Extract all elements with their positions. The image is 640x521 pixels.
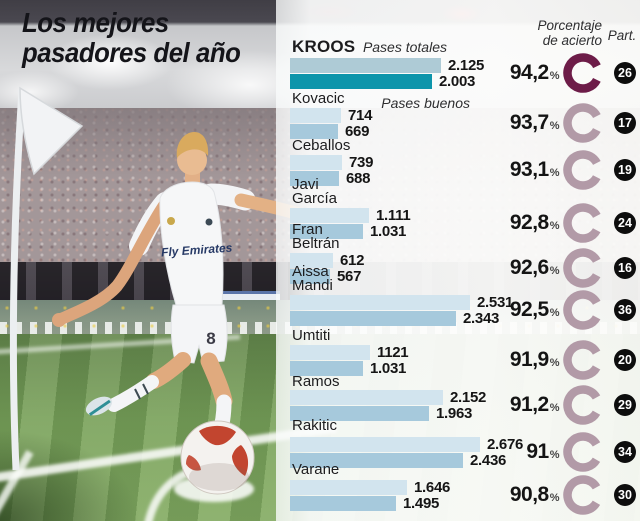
pases-buenos-bar	[290, 496, 396, 511]
legend-pases-buenos: Pases buenos	[381, 95, 470, 111]
part-badge: 30	[614, 484, 636, 506]
pases-totales-bar	[290, 390, 443, 405]
pases-buenos-bar	[290, 171, 339, 186]
pases-totales-bar	[290, 480, 407, 495]
porcentaje-line-1: Porcentaje	[537, 18, 602, 33]
part-badge: 34	[614, 441, 636, 463]
accuracy-ring-icon	[562, 384, 604, 426]
pases-buenos-value: 1.031	[370, 360, 407, 377]
part-badge: 36	[614, 299, 636, 321]
pases-buenos-value: 2.436	[470, 452, 507, 469]
player-name: Rakitic	[292, 417, 338, 434]
pases-totales-bar	[290, 295, 470, 310]
pases-totales-value: 1121	[377, 344, 409, 361]
pases-buenos-bar	[290, 124, 338, 139]
pases-buenos-value: 2.003	[439, 73, 476, 90]
accuracy-ring-icon	[562, 102, 604, 144]
accuracy-percent: 94,2%	[509, 61, 560, 84]
pases-totales-value: 1.111	[376, 207, 411, 224]
accuracy-percent: 90,8%	[509, 483, 560, 506]
part-badge: 17	[614, 112, 636, 134]
football	[180, 420, 255, 495]
pases-totales-value: 739	[349, 154, 374, 171]
pases-totales-value: 2.152	[450, 389, 487, 406]
pases-buenos-bar	[290, 406, 429, 421]
part-badge: 19	[614, 159, 636, 181]
part-badge: 29	[614, 394, 636, 416]
player-name: Kovacic	[292, 90, 345, 107]
legend-pases-totales: Pases totales	[362, 39, 447, 55]
pases-totales-value: 2.125	[448, 57, 485, 74]
accuracy-ring-icon	[562, 52, 604, 94]
pases-buenos-bar	[290, 269, 330, 284]
part-badge: 24	[614, 212, 636, 234]
pases-totales-bar	[290, 345, 370, 360]
player-name: Umtiti	[292, 327, 331, 344]
player-name: Varane	[292, 461, 340, 478]
player-name: Ceballos	[292, 137, 351, 154]
accuracy-ring-icon	[562, 431, 604, 473]
title-line-1: Los mejores	[22, 7, 169, 38]
pases-buenos-bar	[290, 74, 432, 89]
accuracy-ring-icon	[562, 202, 604, 244]
svg-text:8: 8	[206, 329, 215, 348]
pases-buenos-value: 669	[345, 123, 370, 140]
accuracy-percent: 93,7%	[509, 111, 560, 134]
accuracy-ring-icon	[562, 474, 604, 516]
pases-totales-bar	[290, 108, 341, 123]
pases-buenos-value: 1.963	[436, 405, 473, 422]
accuracy-percent: 91,9%	[509, 348, 560, 371]
player-name: Javi García	[292, 176, 338, 207]
accuracy-ring-icon	[562, 149, 604, 191]
pases-totales-value: 1.646	[414, 479, 451, 496]
svg-text:Fly Emirates: Fly Emirates	[161, 241, 233, 260]
accuracy-ring-icon	[562, 247, 604, 289]
pases-buenos-value: 1.495	[403, 495, 440, 512]
pases-totales-bar	[290, 437, 480, 452]
pases-buenos-bar	[290, 224, 363, 239]
pases-totales-value: 714	[348, 107, 373, 124]
pases-buenos-value: 2.343	[463, 310, 500, 327]
pases-totales-value: 2.531	[477, 294, 514, 311]
kroos-player-photo: Fly Emirates 8	[52, 132, 306, 448]
corner-flag	[9, 86, 84, 471]
pases-buenos-bar	[290, 453, 463, 468]
accuracy-ring-icon	[562, 339, 604, 381]
pases-buenos-bar	[290, 361, 363, 376]
part-badge: 26	[614, 62, 636, 84]
accuracy-percent: 92,6%	[509, 256, 560, 279]
column-header-porcentaje: Porcentaje de acierto	[496, 18, 602, 49]
accuracy-ring-icon	[562, 289, 604, 331]
pases-buenos-value: 567	[337, 268, 362, 285]
pases-totales-bar	[290, 58, 441, 73]
pases-totales-bar	[290, 208, 369, 223]
pases-buenos-value: 688	[346, 170, 371, 187]
porcentaje-line-2: de acierto	[542, 32, 602, 48]
accuracy-percent: 91%	[526, 440, 559, 463]
pases-buenos-bar	[290, 311, 456, 326]
accuracy-percent: 92,8%	[509, 211, 560, 234]
title-line-2: pasadores del año	[22, 36, 241, 68]
accuracy-percent: 92,5%	[509, 298, 560, 321]
player-name: Ramos	[292, 373, 340, 390]
accuracy-percent: 91,2%	[509, 393, 560, 416]
pases-totales-bar	[290, 253, 333, 268]
accuracy-percent: 93,1%	[509, 158, 560, 181]
pases-totales-bar	[290, 155, 342, 170]
pases-totales-value: 2.676	[487, 436, 524, 453]
player-name: Fran Beltrán	[292, 221, 340, 252]
part-badge: 20	[614, 349, 636, 371]
column-header-part: Part.	[607, 28, 637, 43]
pases-totales-value: 612	[340, 252, 365, 269]
player-name: KROOS	[292, 37, 356, 56]
page-title: Los mejores pasadores del año	[22, 8, 326, 67]
part-badge: 16	[614, 257, 636, 279]
player-name: Aissa Mandi	[292, 263, 333, 294]
pases-buenos-value: 1.031	[370, 223, 407, 240]
